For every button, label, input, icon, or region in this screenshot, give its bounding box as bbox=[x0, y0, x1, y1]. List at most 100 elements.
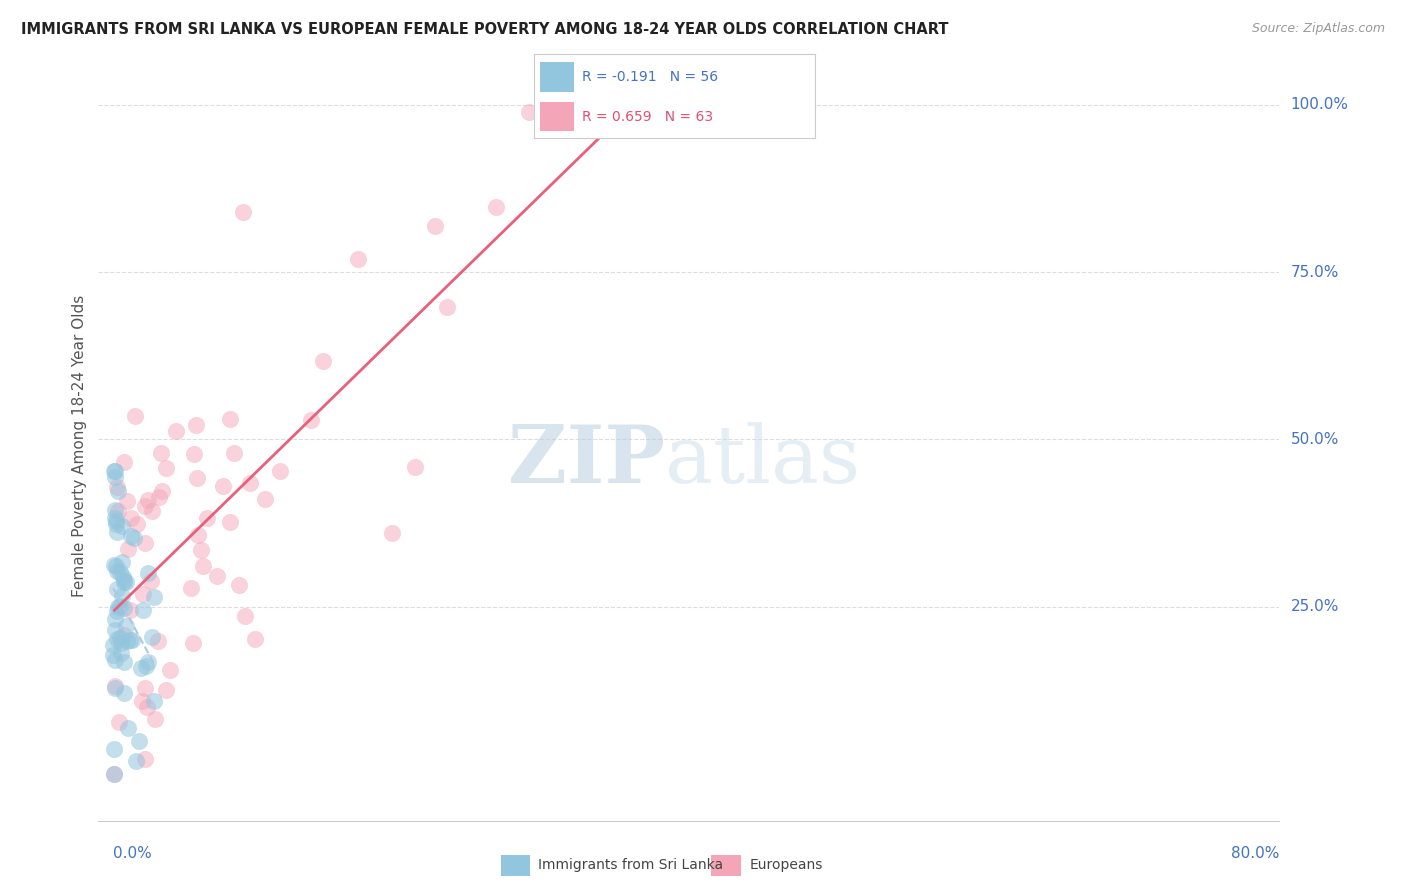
Point bbox=[155, 682, 177, 697]
Point bbox=[517, 105, 540, 120]
Point bbox=[423, 219, 446, 233]
Point bbox=[190, 542, 212, 557]
Point bbox=[112, 686, 135, 700]
Point bbox=[139, 574, 162, 588]
Point bbox=[120, 633, 142, 648]
Point bbox=[136, 492, 159, 507]
Point bbox=[134, 681, 156, 695]
Point bbox=[253, 491, 276, 506]
Point bbox=[128, 734, 150, 748]
Point bbox=[107, 504, 129, 518]
Point bbox=[142, 591, 165, 605]
Point bbox=[117, 542, 139, 557]
Point bbox=[120, 529, 142, 543]
Point bbox=[104, 611, 127, 625]
Point bbox=[180, 581, 202, 595]
Point bbox=[191, 559, 214, 574]
Point bbox=[135, 699, 157, 714]
Point bbox=[141, 630, 163, 644]
Text: R = -0.191   N = 56: R = -0.191 N = 56 bbox=[582, 70, 718, 84]
Point bbox=[142, 694, 165, 708]
Point bbox=[103, 638, 125, 652]
Point bbox=[105, 632, 128, 646]
Point bbox=[104, 464, 127, 478]
Point bbox=[197, 511, 219, 525]
Text: Europeans: Europeans bbox=[749, 858, 823, 872]
Text: 100.0%: 100.0% bbox=[1291, 97, 1348, 112]
Text: Immigrants from Sri Lanka: Immigrants from Sri Lanka bbox=[538, 858, 724, 872]
Point bbox=[596, 98, 619, 112]
Point bbox=[103, 469, 125, 483]
Bar bbox=[540, 102, 574, 131]
Point bbox=[104, 503, 127, 517]
Point bbox=[233, 608, 256, 623]
Point bbox=[186, 470, 208, 484]
Point bbox=[146, 633, 169, 648]
Point bbox=[121, 633, 143, 648]
Point bbox=[114, 575, 136, 590]
Point bbox=[183, 447, 205, 461]
Point bbox=[125, 516, 148, 531]
Point bbox=[269, 464, 291, 478]
Point bbox=[112, 655, 135, 669]
Point bbox=[115, 619, 138, 633]
Point bbox=[105, 564, 128, 578]
Point bbox=[135, 658, 157, 673]
Text: IMMIGRANTS FROM SRI LANKA VS EUROPEAN FEMALE POVERTY AMONG 18-24 YEAR OLDS CORRE: IMMIGRANTS FROM SRI LANKA VS EUROPEAN FE… bbox=[21, 22, 949, 37]
Point bbox=[129, 661, 152, 675]
Point bbox=[117, 633, 139, 648]
Text: 80.0%: 80.0% bbox=[1232, 846, 1279, 861]
Point bbox=[104, 681, 127, 695]
Point bbox=[110, 646, 132, 660]
Point bbox=[104, 653, 127, 667]
Point bbox=[186, 417, 208, 432]
Point bbox=[107, 600, 129, 615]
Point bbox=[404, 460, 426, 475]
Point bbox=[112, 601, 135, 615]
Point bbox=[103, 464, 125, 478]
Point bbox=[218, 411, 240, 425]
Point bbox=[103, 742, 125, 756]
Point bbox=[104, 511, 127, 525]
Point bbox=[243, 632, 266, 647]
Point bbox=[299, 413, 322, 427]
Point bbox=[112, 573, 135, 587]
Y-axis label: Female Poverty Among 18-24 Year Olds: Female Poverty Among 18-24 Year Olds bbox=[72, 295, 87, 597]
Point bbox=[112, 574, 135, 589]
Point bbox=[110, 555, 132, 569]
Point bbox=[134, 751, 156, 765]
Point bbox=[108, 565, 131, 579]
Bar bbox=[711, 855, 741, 876]
Point bbox=[104, 514, 127, 528]
Point bbox=[381, 526, 404, 541]
Point bbox=[219, 515, 242, 529]
Point bbox=[105, 516, 128, 531]
Point bbox=[312, 354, 335, 368]
Point bbox=[134, 499, 156, 513]
Point bbox=[148, 490, 170, 504]
Point bbox=[222, 446, 245, 460]
Point bbox=[103, 767, 125, 781]
Point bbox=[485, 200, 508, 214]
Point bbox=[232, 205, 254, 219]
Point bbox=[122, 531, 145, 545]
Point bbox=[108, 599, 131, 614]
Point bbox=[108, 631, 131, 645]
Point bbox=[150, 446, 173, 460]
Point bbox=[117, 721, 139, 735]
Point bbox=[155, 460, 177, 475]
Point bbox=[187, 528, 209, 542]
Point bbox=[103, 767, 125, 781]
Point bbox=[141, 504, 163, 518]
Point bbox=[120, 510, 142, 524]
Text: 50.0%: 50.0% bbox=[1291, 432, 1339, 447]
Point bbox=[103, 558, 125, 572]
Point bbox=[131, 694, 153, 708]
Point bbox=[132, 587, 155, 601]
Point bbox=[111, 518, 134, 533]
Point bbox=[436, 301, 458, 315]
Point bbox=[111, 589, 134, 603]
Point bbox=[105, 582, 128, 597]
Point bbox=[105, 480, 128, 494]
Text: 25.0%: 25.0% bbox=[1291, 599, 1339, 614]
